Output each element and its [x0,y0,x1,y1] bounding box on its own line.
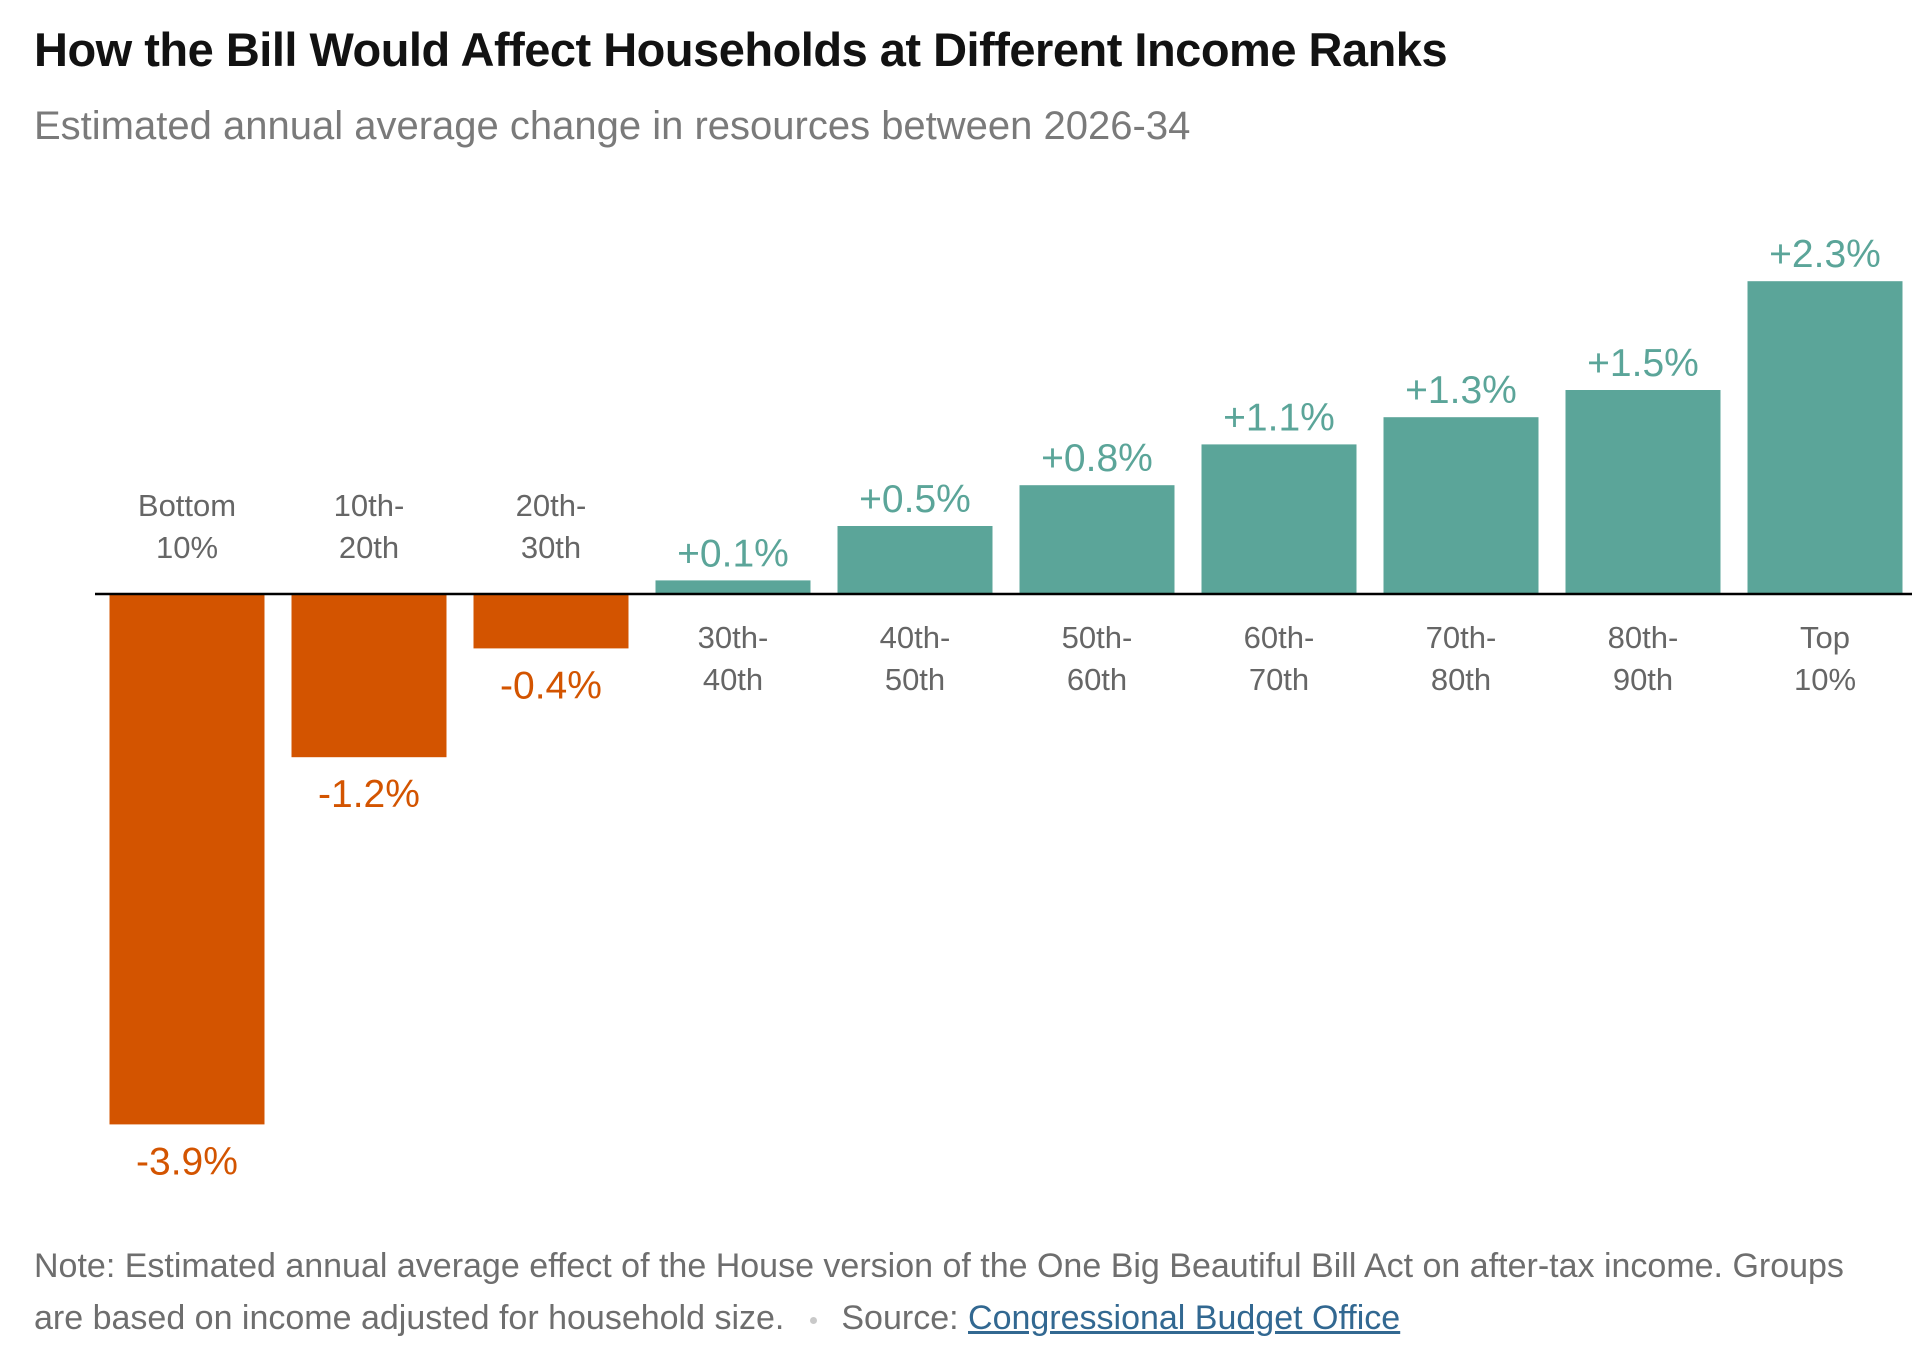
source-label: Source: [841,1299,959,1337]
category-label-line: 60th [1067,662,1127,697]
category-label-line: 50th [885,662,945,697]
value-label-4: +0.1% [677,532,789,575]
bar-9 [1565,390,1721,594]
category-label-line: 40th [703,662,763,697]
value-label-6: +0.8% [1041,437,1153,480]
category-label-6: 50th- 60th [1062,620,1133,697]
value-label-2: -1.2% [318,773,420,816]
category-label-line: 90th [1613,662,1673,697]
bar-2 [291,594,447,758]
category-label-line: 10% [1794,662,1856,697]
category-label-line: 70th [1249,662,1309,697]
labels-layer: -3.9% Bottom 10% -1.2% 10th- 20th -0.4% 20th- 30… [136,233,1881,1183]
category-label-line: 20th [339,530,399,565]
category-label-5: 40th- 50th [880,620,951,697]
value-label-3: -0.4% [500,664,602,707]
bar-4 [655,580,811,594]
category-label-line: 10th- [334,488,405,523]
category-label-line: 30th- [698,620,769,655]
bar-5 [837,526,993,594]
category-label-8: 70th- 80th [1426,620,1497,697]
separator-dot [810,1316,818,1324]
bar-chart: -3.9% Bottom 10% -1.2% 10th- 20th -0.4% 20th- 30… [95,233,1912,1183]
category-label-3: 20th- 30th [516,488,587,565]
category-label-line: 20th- [516,488,587,523]
source-link[interactable]: Congressional Budget Office [968,1299,1401,1337]
category-label-line: 30th [521,530,581,565]
value-label-10: +2.3% [1769,233,1881,276]
category-label-4: 30th- 40th [698,620,769,697]
category-label-line: 80th [1431,662,1491,697]
bar-8 [1383,417,1539,594]
value-label-9: +1.5% [1587,342,1699,385]
category-label-line: 10% [156,530,218,565]
category-label-line: 60th- [1244,620,1315,655]
category-label-9: 80th- 90th [1608,620,1679,697]
category-label-line: 80th- [1608,620,1679,655]
chart-note: Note: Estimated annual average effect of… [34,1240,1884,1344]
value-label-7: +1.1% [1223,396,1335,439]
category-label-line: 70th- [1426,620,1497,655]
bar-3 [473,594,629,649]
chart-subtitle: Estimated annual average change in resou… [34,104,1191,148]
category-label-10: Top 10% [1794,620,1856,697]
category-label-line: 40th- [880,620,951,655]
category-label-line: Top [1800,620,1850,655]
bar-6 [1019,485,1175,594]
bar-7 [1201,444,1357,594]
bar-10 [1747,281,1903,594]
category-label-line: 50th- [1062,620,1133,655]
value-label-1: -3.9% [136,1140,238,1183]
note-text: Note: Estimated annual average effect of… [34,1247,1844,1337]
category-label-1: Bottom 10% [138,488,236,565]
bar-1 [109,594,265,1125]
value-label-8: +1.3% [1405,369,1517,412]
category-label-7: 60th- 70th [1244,620,1315,697]
bars-layer [109,281,1903,1125]
category-label-2: 10th- 20th [334,488,405,565]
chart-title: How the Bill Would Affect Households at … [34,23,1448,76]
category-label-line: Bottom [138,488,236,523]
value-label-5: +0.5% [859,478,971,521]
